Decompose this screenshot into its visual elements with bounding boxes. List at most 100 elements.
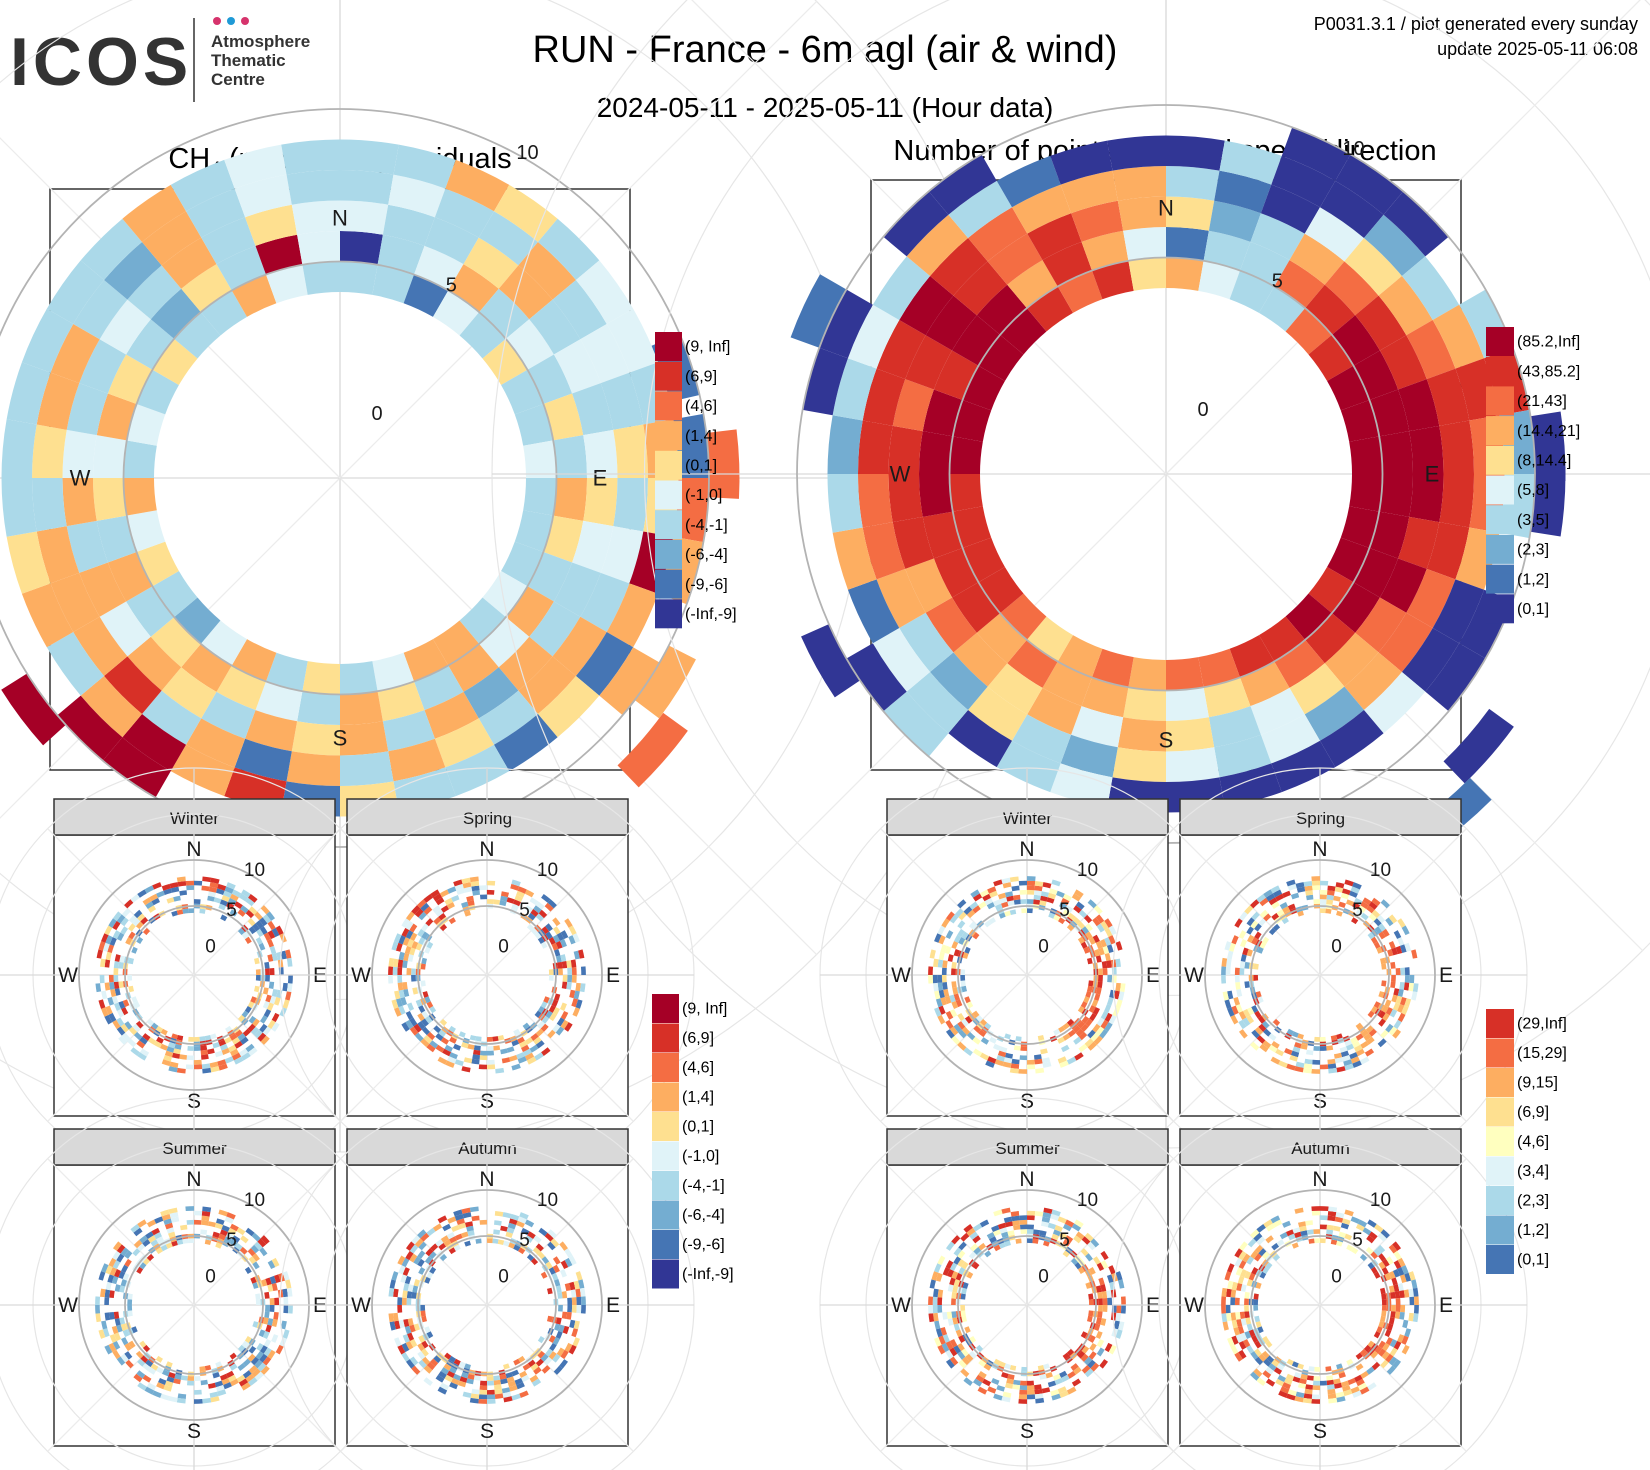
heat-cell <box>155 1355 163 1363</box>
heat-cell <box>147 1235 157 1243</box>
heat-cell <box>142 211 202 266</box>
heat-cell <box>467 1230 475 1237</box>
heat-cell <box>994 1059 1004 1067</box>
heat-cell <box>566 1312 572 1320</box>
heat-cell <box>551 942 559 951</box>
heat-cell <box>218 903 227 911</box>
heat-cell <box>402 1290 408 1298</box>
heat-cell <box>1399 944 1407 953</box>
heat-cell <box>146 1219 157 1228</box>
heat-cell <box>1306 1375 1314 1381</box>
heat-cell <box>435 1044 445 1053</box>
heat-cell <box>1034 1058 1043 1065</box>
heat-cell <box>413 1256 422 1265</box>
logo-sub-3: Centre <box>211 70 265 89</box>
heat-cell <box>1395 967 1401 975</box>
heat-cell <box>505 319 554 370</box>
heat-cell <box>1235 1267 1243 1276</box>
heat-cell <box>1251 1005 1259 1013</box>
heat-cell <box>506 1046 515 1053</box>
heat-cell <box>464 910 471 917</box>
heat-cell <box>1034 890 1042 896</box>
heat-cell <box>112 1241 122 1251</box>
heat-cell <box>1089 1012 1097 1022</box>
heat-cell <box>1275 1378 1285 1387</box>
heat-cell <box>505 1231 513 1238</box>
heat-cell <box>1367 1262 1375 1270</box>
heat-cell <box>1287 1389 1297 1397</box>
heat-cell <box>548 1351 557 1360</box>
heat-cell <box>62 478 97 527</box>
heat-cell <box>583 478 618 527</box>
heat-cell <box>1048 912 1056 919</box>
heat-cell <box>1254 1253 1262 1262</box>
heat-cell <box>215 1361 223 1368</box>
heat-cell <box>245 204 298 246</box>
grid-spoke <box>47 828 195 976</box>
heat-cell <box>1104 1342 1113 1353</box>
heat-cell <box>229 1223 239 1232</box>
heat-cell <box>214 1050 224 1058</box>
heat-cell <box>1388 1026 1398 1036</box>
heat-cell <box>100 958 106 968</box>
heat-cell <box>933 1288 939 1298</box>
heat-cell <box>151 1227 160 1236</box>
heat-cell <box>391 999 399 1009</box>
heat-cell <box>1100 1250 1109 1261</box>
heat-cell <box>411 905 421 915</box>
heat-cell <box>1041 1216 1051 1223</box>
heat-cell <box>1265 1235 1274 1244</box>
heat-cell <box>847 304 900 369</box>
speed-tick-label: 10 <box>1370 1190 1391 1211</box>
heat-cell <box>32 478 67 532</box>
heat-cell <box>479 885 487 891</box>
heat-cell <box>176 1239 184 1246</box>
heat-cell-outlier <box>617 712 688 788</box>
heat-cell <box>858 474 893 528</box>
grid-spoke <box>340 1158 488 1306</box>
heat-cell <box>417 1250 426 1259</box>
heat-cell <box>1399 1274 1407 1283</box>
heat-cell <box>1311 1068 1320 1074</box>
heat-cell <box>552 1007 560 1016</box>
heat-cell <box>541 1047 551 1057</box>
heat-cell <box>245 1373 255 1383</box>
heat-cell <box>561 981 568 989</box>
heat-cell <box>571 1305 577 1313</box>
heat-cell <box>949 1009 958 1018</box>
heat-cell <box>541 1256 550 1265</box>
heat-cell <box>466 895 474 902</box>
heat-cell <box>161 667 217 719</box>
heat-cell <box>937 1255 946 1266</box>
heat-cell <box>1013 1379 1021 1386</box>
heat-cell <box>1327 1058 1336 1065</box>
heat-cell <box>96 393 137 441</box>
heat-cell <box>1085 1018 1093 1027</box>
heat-cell <box>219 1373 229 1381</box>
heat-cell <box>1401 925 1410 936</box>
heat-cell <box>919 474 953 517</box>
heat-cell <box>6 531 51 594</box>
heat-cell <box>543 515 584 563</box>
heat-cell <box>1399 982 1405 990</box>
heat-cell <box>945 1241 955 1251</box>
speed-tick-label: 5 <box>1059 1230 1070 1251</box>
heat-cell <box>560 1010 569 1020</box>
heat-cell <box>217 883 227 891</box>
heat-cell <box>1297 1033 1304 1040</box>
heat-cell <box>100 1288 106 1298</box>
heat-cell <box>561 1311 568 1319</box>
heat-cell <box>217 1059 227 1067</box>
heat-cell <box>949 994 956 1003</box>
heat-cell <box>1394 1291 1401 1299</box>
heat-cell <box>124 899 134 909</box>
heat-cell <box>479 617 530 668</box>
heat-cell <box>265 1324 272 1333</box>
heat-cell <box>433 916 442 925</box>
heat-cell <box>493 1375 501 1381</box>
heat-cell <box>1027 1229 1034 1234</box>
heat-cell <box>398 1005 406 1015</box>
heat-cell <box>254 1359 263 1369</box>
heat-cell <box>50 324 100 384</box>
heat-cell <box>73 616 128 676</box>
